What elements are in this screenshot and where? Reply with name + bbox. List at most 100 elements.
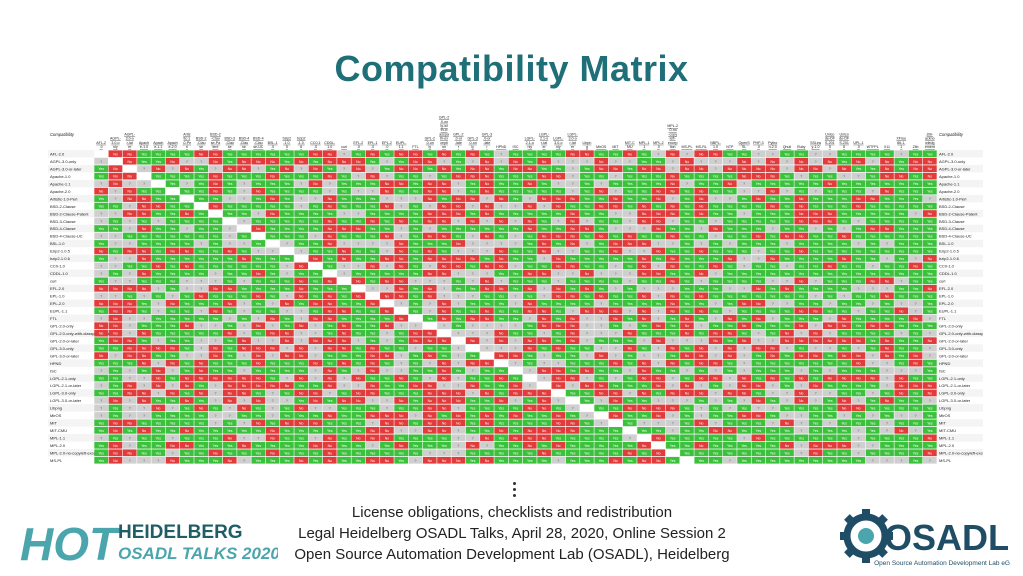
matrix-cell [465, 344, 480, 352]
matrix-cell-label: Yes [141, 152, 147, 156]
matrix-cell-label: No [656, 436, 660, 440]
matrix-cell [108, 232, 123, 240]
matrix-cell [322, 187, 337, 195]
matrix-cell-label: ? [572, 309, 574, 313]
matrix-cell [894, 404, 909, 412]
matrix-cell [651, 172, 666, 180]
matrix-cell-label: ? [629, 272, 631, 276]
matrix-cell-label: Yes [141, 324, 147, 328]
matrix-cell-label: ? [386, 399, 388, 403]
matrix-cell [480, 412, 494, 419]
matrix-cell-label: No [913, 167, 917, 171]
matrix-cell [294, 210, 309, 217]
matrix-cell [780, 344, 794, 352]
matrix-cell-label: No [656, 227, 660, 231]
matrix-cell-label: Yes [513, 287, 519, 291]
matrix-cell [594, 292, 609, 300]
matrix-cell [822, 367, 837, 374]
matrix-cell [308, 255, 323, 262]
matrix-cell-label: Yes [841, 421, 847, 425]
matrix-cell-label: No [742, 384, 746, 388]
matrix-cell [194, 412, 209, 419]
matrix-cell-label: ? [229, 317, 231, 321]
matrix-cell [808, 397, 823, 404]
matrix-cell-label: Yes [356, 406, 362, 410]
matrix-cell-label: ? [686, 399, 688, 403]
matrix-cell [851, 232, 866, 240]
matrix-cell-label: No [342, 399, 346, 403]
matrix-cell-label: No [185, 324, 189, 328]
matrix-cell-label: Yes [798, 317, 804, 321]
matrix-cell [222, 307, 237, 315]
matrix-cell-label: Yes [613, 324, 619, 328]
matrix-cell [765, 322, 780, 330]
matrix-cell-label: No [185, 444, 189, 448]
matrix-cell-label: Yes [727, 212, 733, 216]
matrix-cell [622, 232, 637, 240]
matrix-cell-label: ? [372, 444, 374, 448]
matrix-cell [794, 217, 809, 225]
matrix-cell [751, 329, 766, 337]
matrix-cell [908, 195, 923, 202]
row-label-left: Libpng [50, 406, 62, 411]
matrix-cell-label: Yes [827, 272, 833, 276]
matrix-cell-label: Yes [899, 257, 905, 261]
matrix-cell-label: Yes [370, 182, 376, 186]
matrix-cell [251, 292, 266, 300]
matrix-cell [780, 187, 794, 195]
matrix-cell-label: Yes [727, 399, 733, 403]
matrix-cell [365, 202, 380, 210]
matrix-cell-label: Yes [584, 257, 590, 261]
matrix-cell [508, 277, 523, 285]
matrix-cell-label: ? [815, 190, 817, 194]
matrix-cell-label: No [428, 392, 432, 396]
matrix-cell [94, 270, 108, 277]
matrix-cell-label: ? [486, 444, 488, 448]
matrix-cell-label: ? [815, 392, 817, 396]
matrix-cell [722, 299, 737, 307]
matrix-cell [165, 225, 180, 232]
matrix-cell [751, 359, 766, 367]
matrix-cell [280, 187, 294, 195]
matrix-cell-label: ? [172, 294, 174, 298]
matrix-cell-label: ? [886, 362, 888, 366]
matrix-cell-label: Yes [827, 406, 833, 410]
matrix-cell [837, 299, 851, 307]
matrix-cell [822, 352, 837, 359]
matrix-cell [394, 299, 409, 307]
matrix-cell [765, 247, 780, 255]
matrix-cell-label: No [513, 384, 517, 388]
matrix-cell [251, 352, 266, 359]
matrix-cell [880, 434, 894, 442]
matrix-cell [894, 299, 909, 307]
matrix-cell-label: No [670, 309, 674, 313]
matrix-cell [265, 157, 280, 165]
matrix-cell-label: Yes [870, 212, 876, 216]
matrix-cell [194, 247, 209, 255]
matrix-cell [708, 389, 723, 397]
matrix-cell [508, 247, 523, 255]
matrix-cell [680, 367, 694, 374]
matrix-cell-label: Yes [370, 339, 376, 343]
matrix-cell-label: No [156, 167, 160, 171]
matrix-cell-label: Yes [741, 309, 747, 313]
matrix-cell [622, 344, 637, 352]
matrix-cell [708, 210, 723, 217]
matrix-cell-label: ? [700, 384, 702, 388]
matrix-cell [251, 314, 266, 322]
matrix-cell-label: No [428, 160, 432, 164]
matrix-cell [851, 217, 866, 225]
matrix-cell [94, 344, 108, 352]
matrix-cell [208, 449, 223, 457]
matrix-cell-label: Yes [156, 429, 162, 433]
matrix-cell [622, 307, 637, 315]
matrix-cell-label: No [485, 167, 489, 171]
matrix-cell-label: Yes [156, 451, 162, 455]
matrix-cell [694, 157, 709, 165]
matrix-cell [794, 165, 809, 173]
matrix-cell [165, 307, 180, 315]
matrix-cell [722, 180, 737, 187]
matrix-cell [365, 262, 380, 270]
matrix-cell [522, 232, 537, 240]
matrix-cell-label: No [399, 264, 403, 268]
